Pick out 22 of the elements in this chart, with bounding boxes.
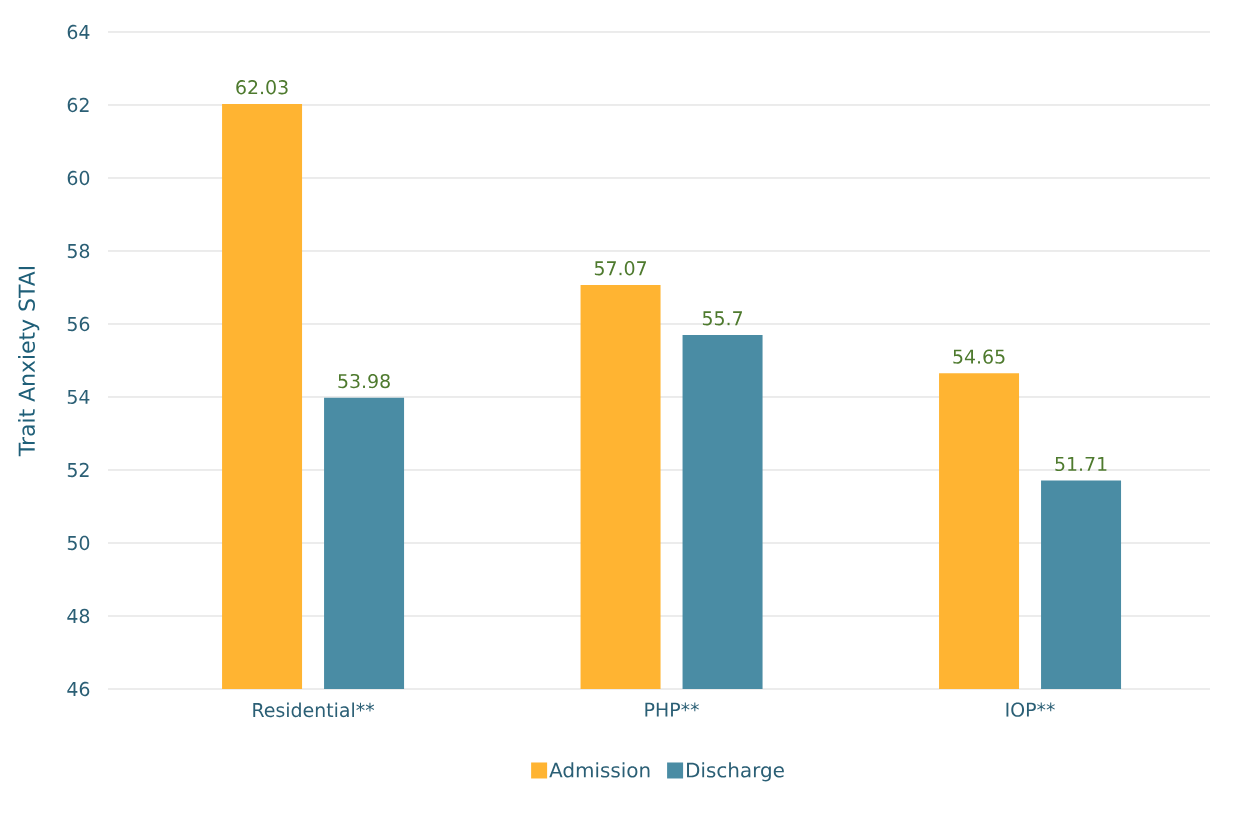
y-tick-label: 62 <box>67 97 89 113</box>
data-label: 51.71 <box>1055 457 1107 472</box>
x-tick-label: Residential** <box>253 702 375 718</box>
y-axis-title: Trait Anxiety STAI <box>18 266 40 457</box>
data-label: 57.07 <box>594 261 647 276</box>
y-tick-label: 52 <box>67 462 89 478</box>
y-tick-label: 58 <box>67 243 90 259</box>
data-label: 53.98 <box>338 373 390 389</box>
y-tick-label: 54 <box>67 389 90 405</box>
y-tick-label: 60 <box>67 170 90 186</box>
y-tick-label: 56 <box>67 316 90 332</box>
legend-label: Discharge <box>687 762 784 782</box>
y-tick-label: 50 <box>67 535 90 551</box>
y-tick-label: 48 <box>67 608 90 624</box>
x-tick-label: IOP** <box>1006 702 1055 717</box>
y-tick-label: 64 <box>67 24 90 40</box>
x-tick-label: PHP** <box>645 702 699 717</box>
data-label: 62.03 <box>236 80 288 95</box>
y-tick-label: 46 <box>67 681 90 697</box>
data-label: 55.7 <box>702 311 742 326</box>
legend-label: Admission <box>549 762 650 778</box>
data-label: 54.65 <box>953 349 1005 364</box>
